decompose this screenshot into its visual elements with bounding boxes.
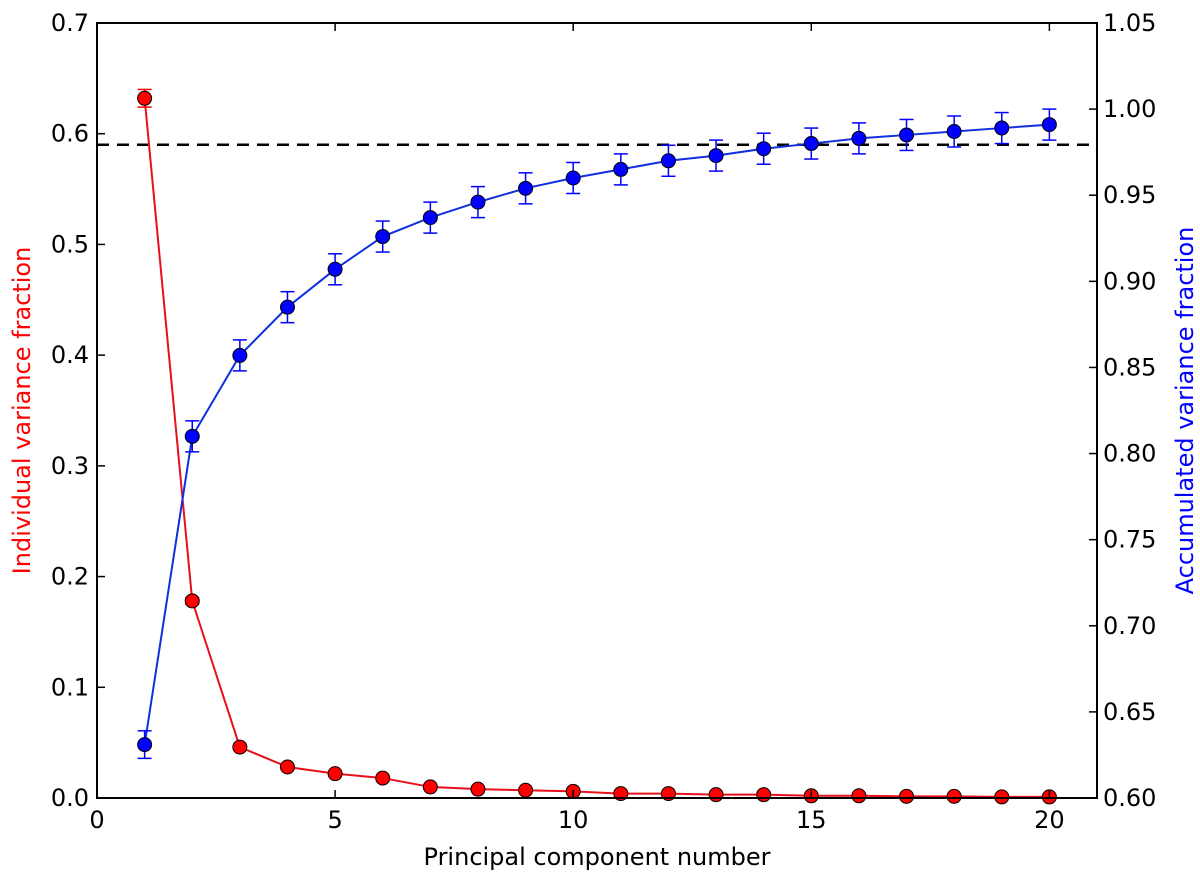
individual-data-point	[899, 788, 915, 804]
left-y-tick-label: 0.0	[51, 784, 89, 812]
accumulated-series	[137, 108, 1057, 760]
accumulated-data-point	[279, 299, 295, 315]
accumulated-data-point	[660, 153, 676, 169]
x-tick-label: 5	[327, 806, 342, 834]
x-axis-title: Principal component number	[424, 843, 771, 871]
individual-data-point	[994, 789, 1010, 805]
individual-data-point	[946, 788, 962, 804]
right-y-tick-label: 0.80	[1103, 440, 1156, 468]
accumulated-data-point	[756, 141, 772, 157]
accumulated-series-line	[143, 123, 1050, 745]
x-tick-label: 0	[89, 806, 104, 834]
accumulated-data-point	[803, 136, 819, 152]
x-tick-label: 10	[558, 806, 589, 834]
right-y-tick-label: 0.95	[1103, 181, 1156, 209]
accumulated-data-point	[422, 210, 438, 226]
accumulated-data-point	[1041, 117, 1057, 133]
x-tick-label: 15	[796, 806, 827, 834]
accumulated-data-point	[994, 120, 1010, 136]
left-y-tick-label: 0.2	[51, 563, 89, 591]
individual-data-point	[184, 593, 200, 609]
individual-data-point	[232, 739, 248, 755]
individual-data-point	[327, 766, 343, 782]
right-y-tick-label: 0.75	[1103, 526, 1156, 554]
left-y-tick-label: 0.6	[51, 120, 89, 148]
left-y-tick-label: 0.7	[51, 9, 89, 37]
accumulated-data-point	[232, 347, 248, 363]
right-y-tick-label: 0.65	[1103, 698, 1156, 726]
individual-data-point	[708, 787, 724, 803]
accumulated-data-point	[518, 180, 534, 196]
right-y-axis-title: Accumulated variance fraction	[1171, 227, 1199, 595]
left-y-tick-label: 0.3	[51, 452, 89, 480]
tick-labels: 0 5 10 15 20 0.0 0.1 0.2 0.3 0.4 0.5 0.6 0.7 0.60 0.65…	[51, 9, 1157, 834]
accumulated-data-point	[613, 161, 629, 177]
left-y-tick-label: 0.4	[51, 341, 89, 369]
accumulated-data-point	[137, 737, 153, 753]
individual-data-point	[137, 90, 153, 106]
right-y-tick-label: 0.85	[1103, 353, 1156, 381]
accumulated-data-point	[565, 170, 581, 186]
individual-data-point	[279, 759, 295, 775]
accumulated-data-point	[375, 229, 391, 245]
individual-series	[137, 88, 1057, 805]
left-y-tick-label: 0.5	[51, 230, 89, 258]
right-y-tick-label: 0.60	[1103, 784, 1156, 812]
plot-frame	[96, 22, 1098, 799]
right-y-tick-label: 0.70	[1103, 612, 1156, 640]
right-y-tick-label: 1.05	[1103, 9, 1156, 37]
accumulated-data-point	[899, 127, 915, 143]
accumulated-data-point	[327, 261, 343, 277]
axis-ticks	[96, 22, 1097, 799]
accumulated-data-point	[708, 148, 724, 164]
individual-data-point	[851, 788, 867, 804]
right-y-tick-label: 1.00	[1103, 95, 1156, 123]
x-tick-label: 20	[1034, 806, 1065, 834]
accumulated-data-point	[946, 124, 962, 139]
individual-data-point	[518, 782, 534, 798]
individual-data-point	[756, 787, 772, 803]
left-y-tick-label: 0.1	[51, 673, 89, 701]
individual-data-point	[375, 770, 391, 786]
accumulated-data-point	[470, 194, 486, 210]
individual-data-point	[470, 781, 486, 797]
left-y-axis-title: Individual variance fraction	[8, 247, 36, 575]
accumulated-data-point	[851, 130, 867, 146]
right-y-tick-label: 0.90	[1103, 267, 1156, 295]
plot-area	[97, 88, 1097, 805]
individual-series-line	[143, 98, 1050, 798]
individual-data-point	[422, 779, 438, 795]
accumulated-data-point	[184, 428, 200, 444]
